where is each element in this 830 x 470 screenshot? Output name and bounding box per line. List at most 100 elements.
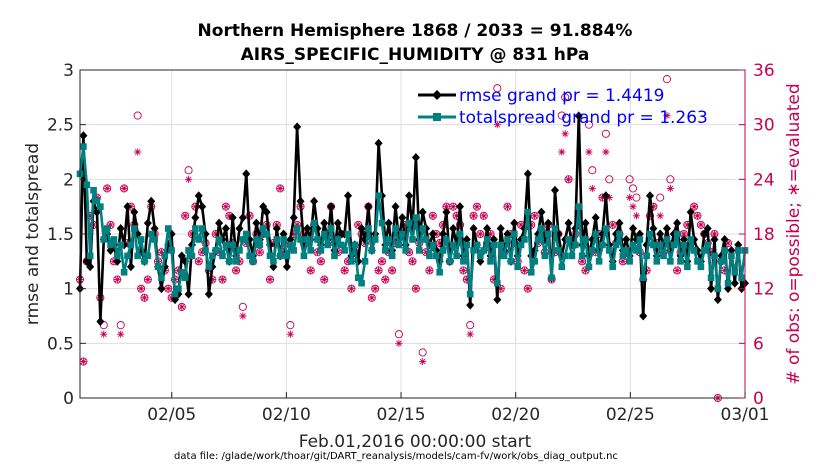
rmse-point [79,131,88,141]
totalspread-point [677,258,684,265]
totalspread-point [290,247,298,254]
obs-evaluated-point [436,239,444,247]
rmse-point [194,191,203,201]
obs-evaluated-point [276,184,284,193]
totalspread-point [158,274,165,282]
rmse-point [537,207,546,217]
obs-evaluated-point [419,357,427,366]
totalspread-point [351,241,359,249]
totalspread-point [497,241,505,249]
rmse-point [483,224,492,234]
totalspread-point [714,285,722,292]
obs-evaluated-point [626,193,634,202]
rmse-point [449,224,458,234]
rmse-point [496,224,505,234]
obs-possible-point [116,321,125,330]
obs-evaluated-point [439,221,447,229]
totalspread-point [270,258,277,265]
obs-evaluated-point [279,248,288,256]
totalspread-point [314,236,321,243]
totalspread-point [151,236,158,243]
obs-evaluated-point [490,275,498,284]
totalspread-point [202,247,209,254]
totalspread-point [154,263,162,271]
footnote: data file: /glade/work/thoar/git/DART_re… [174,451,618,462]
totalspread-point [466,290,474,298]
obs-possible-point [133,111,142,120]
rmse-point [469,224,478,234]
rmse-point [551,185,559,195]
rmse-point [96,316,105,326]
totalspread-point [653,258,661,265]
totalspread-point [473,241,481,249]
obs-evaluated-point [646,212,654,220]
x-tick-label: 02/25 [606,405,655,425]
totalspread-point [656,241,664,249]
obs-evaluated-point [449,203,457,211]
totalspread-point [449,241,457,249]
totalspread-point [670,241,678,249]
obs-evaluated-point [374,266,383,275]
obs-evaluated-point [290,230,298,238]
totalspread-point [480,247,488,254]
x-axis-ticks: 02/05 02/10 02/15 02/20 02/25 03/01 [147,392,770,425]
totalspread-point [612,241,620,249]
obs-evaluated-point [120,184,128,193]
totalspread-point [137,236,145,243]
rmse-point [384,218,393,228]
obs-evaluated-point [218,275,227,284]
totalspread-point [738,274,745,282]
legend-rmse-marker [432,90,442,100]
rmse-point [442,207,451,217]
obs-evaluated-point [463,275,471,284]
y-right-tick-label: 24 [753,170,775,190]
obs-evaluated-point [266,275,274,284]
obs-evaluated-point [341,266,349,275]
rmse-point [357,224,366,234]
rmse-point [544,218,553,228]
rmse-point [700,229,709,239]
totalspread-point [707,274,715,282]
obs-possible-point [601,129,610,138]
obs-evaluated-point [391,239,400,247]
totalspread-point [595,258,603,265]
obs-evaluated-point [378,257,386,265]
totalspread-point [616,230,623,238]
rmse-point [411,152,420,162]
rmse-point [143,218,152,228]
totalspread-point [531,258,538,265]
obs-evaluated-point [683,221,691,229]
rmse-point [310,196,319,206]
obs-evaluated-point [710,230,719,238]
totalspread-point [538,225,545,232]
totalspread-point [310,219,318,227]
totalspread-point [521,236,528,243]
obs-evaluated-point [585,148,593,156]
totalspread-point [371,236,379,243]
totalspread-point [344,230,352,238]
totalspread-point [690,247,698,254]
totalspread-point [629,241,637,249]
obs-evaluated-point [551,248,559,256]
obs-evaluated-point [140,294,149,302]
totalspread-point [694,258,701,265]
obs-evaluated-point [721,266,729,275]
rmse-point [622,234,631,244]
rmse-point [703,224,712,234]
obs-evaluated-point [263,221,271,229]
totalspread-point [375,192,382,200]
totalspread-point [348,258,355,265]
obs-evaluated-point [497,285,505,293]
obs-evaluated-point [208,275,216,284]
totalspread-point [622,247,630,254]
rmse-point [238,213,247,223]
obs-evaluated-point [222,203,230,211]
totalspread-point [205,263,213,271]
obs-evaluated-point [103,184,111,193]
obs-evaluated-point [117,330,125,338]
totalspread-point [287,241,294,249]
y-tick-label: 0 [63,389,74,409]
rmse-point [710,234,719,244]
totalspread-point [582,236,589,243]
